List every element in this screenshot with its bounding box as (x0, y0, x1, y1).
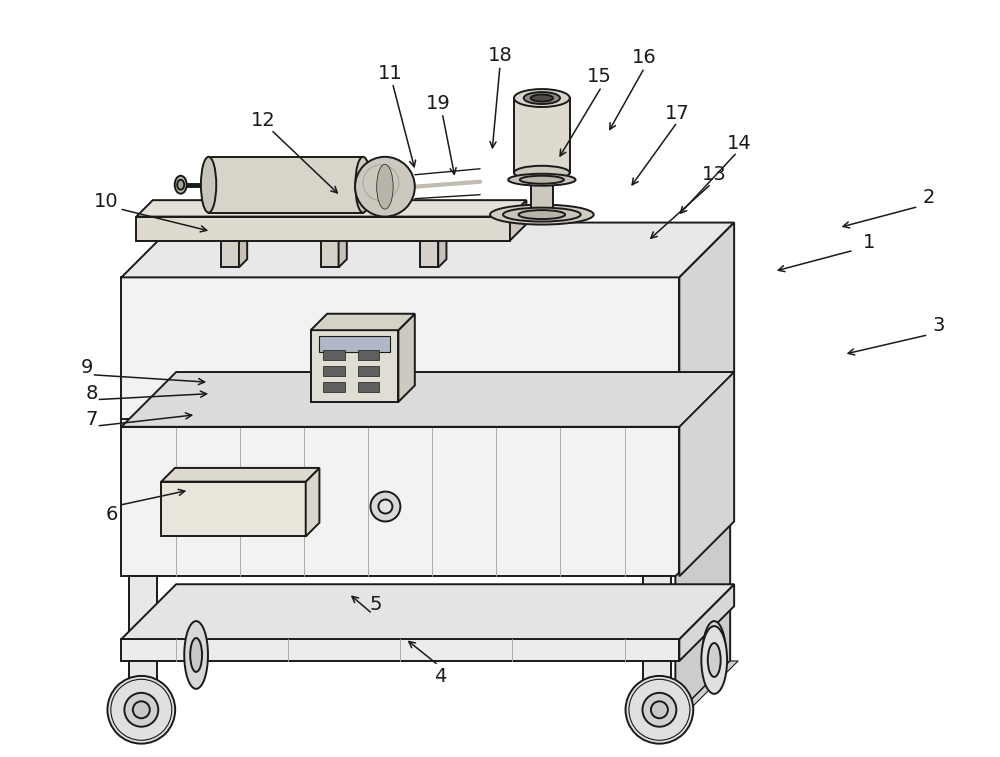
Ellipse shape (708, 638, 720, 672)
Polygon shape (121, 584, 734, 639)
Text: 4: 4 (434, 667, 446, 686)
Bar (311, 330, 398, 402)
Bar (358, 382, 379, 392)
Bar (323, 350, 345, 360)
Ellipse shape (702, 621, 726, 689)
Polygon shape (675, 661, 738, 716)
Bar (121, 277, 679, 576)
Text: 15: 15 (587, 67, 612, 86)
Text: 10: 10 (94, 192, 119, 210)
Text: 18: 18 (488, 46, 512, 65)
Polygon shape (679, 223, 734, 576)
Bar (161, 481, 306, 537)
Ellipse shape (514, 89, 570, 107)
Text: 5: 5 (369, 595, 382, 614)
Ellipse shape (133, 701, 150, 718)
Polygon shape (121, 223, 734, 277)
Polygon shape (161, 468, 319, 481)
Text: 14: 14 (727, 134, 751, 153)
Text: 11: 11 (378, 64, 403, 83)
Bar (514, 98, 570, 173)
Text: 13: 13 (702, 165, 727, 185)
Text: 3: 3 (932, 316, 945, 335)
Ellipse shape (503, 207, 581, 222)
Ellipse shape (175, 176, 187, 194)
Bar (129, 576, 157, 716)
Text: 6: 6 (105, 505, 118, 524)
Ellipse shape (177, 179, 184, 190)
Ellipse shape (124, 693, 158, 727)
Ellipse shape (708, 643, 721, 677)
Ellipse shape (524, 92, 560, 104)
Bar (323, 366, 345, 376)
Polygon shape (221, 241, 239, 267)
Ellipse shape (370, 491, 400, 522)
Ellipse shape (626, 676, 693, 743)
Ellipse shape (107, 676, 175, 743)
Bar (209, 157, 363, 213)
Polygon shape (321, 241, 339, 267)
Ellipse shape (355, 157, 415, 217)
Text: 12: 12 (250, 111, 275, 130)
Ellipse shape (190, 638, 202, 672)
Polygon shape (136, 200, 526, 217)
Polygon shape (438, 232, 446, 267)
Polygon shape (675, 522, 730, 716)
Ellipse shape (377, 164, 393, 209)
Ellipse shape (520, 176, 564, 184)
Text: 16: 16 (632, 48, 657, 67)
Ellipse shape (201, 157, 216, 213)
Ellipse shape (355, 157, 371, 213)
Ellipse shape (642, 693, 676, 727)
Ellipse shape (490, 204, 594, 225)
Text: 1: 1 (862, 233, 875, 252)
Ellipse shape (531, 95, 553, 101)
Polygon shape (339, 232, 347, 267)
Polygon shape (239, 232, 247, 267)
Polygon shape (311, 313, 415, 330)
Text: 9: 9 (80, 358, 93, 377)
Text: 7: 7 (85, 410, 98, 429)
Polygon shape (420, 241, 438, 267)
Text: 8: 8 (85, 384, 98, 403)
Ellipse shape (508, 174, 576, 185)
Bar (323, 382, 345, 392)
Ellipse shape (531, 173, 553, 182)
Ellipse shape (378, 500, 392, 513)
Bar (121, 639, 679, 661)
Bar (643, 576, 671, 716)
Polygon shape (136, 217, 510, 241)
Polygon shape (679, 584, 734, 661)
Bar (358, 350, 379, 360)
Bar (358, 366, 379, 376)
Text: 19: 19 (426, 94, 451, 113)
Polygon shape (306, 468, 319, 537)
Text: 17: 17 (665, 104, 690, 123)
Polygon shape (398, 313, 415, 402)
Ellipse shape (184, 621, 208, 689)
Ellipse shape (519, 210, 565, 219)
Text: 2: 2 (922, 188, 935, 207)
Ellipse shape (651, 701, 668, 718)
Ellipse shape (701, 626, 727, 694)
Bar (531, 178, 553, 210)
Ellipse shape (514, 166, 570, 179)
Polygon shape (510, 200, 526, 241)
Bar (319, 336, 390, 352)
Polygon shape (121, 372, 734, 427)
